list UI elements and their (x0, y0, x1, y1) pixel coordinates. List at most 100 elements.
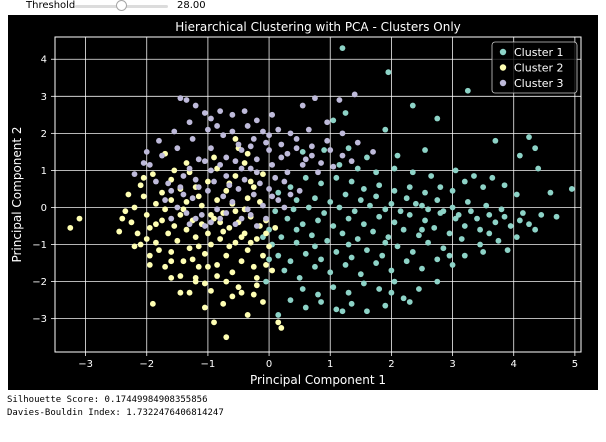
data-point (201, 223, 208, 229)
data-point (336, 97, 343, 103)
scatter-figure: −3 −2 −1 0 1 2 3 4 5 −3 −2 −1 0 1 2 3 4 Hierarchical Clus… (8, 15, 598, 390)
data-point (247, 178, 254, 185)
data-point (406, 299, 413, 305)
data-point (348, 158, 355, 165)
data-point (223, 187, 230, 194)
data-point (205, 178, 211, 185)
data-point (409, 102, 416, 109)
data-point (211, 154, 217, 161)
data-point (223, 154, 230, 161)
data-point (330, 223, 337, 229)
threshold-slider-handle[interactable] (116, 0, 127, 11)
data-point (208, 241, 214, 248)
data-point (146, 161, 153, 168)
data-point (140, 174, 147, 181)
data-point (269, 111, 276, 118)
data-point (238, 234, 245, 241)
data-point (373, 169, 380, 176)
data-point (440, 245, 447, 252)
data-point (208, 115, 214, 122)
data-point (247, 165, 254, 172)
data-point (312, 243, 318, 250)
data-point (504, 247, 511, 253)
legend-entry: Cluster 1 (514, 46, 564, 59)
data-point (299, 148, 306, 155)
data-point (461, 178, 468, 185)
data-point (391, 219, 398, 226)
data-point (449, 187, 456, 194)
data-point (217, 108, 224, 115)
data-point (553, 213, 560, 220)
data-point (406, 184, 413, 190)
data-point (400, 226, 407, 233)
data-point (171, 128, 178, 135)
data-point (385, 234, 392, 241)
data-point (293, 197, 300, 203)
data-point (388, 267, 395, 274)
data-point (232, 136, 239, 142)
data-point (269, 267, 276, 274)
data-point (464, 199, 471, 205)
data-point (174, 237, 181, 244)
data-point (180, 173, 187, 179)
data-point (348, 178, 355, 185)
data-point (253, 282, 260, 289)
data-point (532, 226, 539, 233)
data-point (376, 213, 383, 220)
data-point (186, 245, 193, 252)
data-point (431, 224, 438, 231)
data-point (281, 267, 288, 274)
data-point (351, 208, 358, 215)
data-point (321, 147, 328, 153)
data-point (299, 286, 306, 292)
data-point (308, 143, 315, 150)
data-point (220, 132, 227, 139)
data-point (223, 173, 230, 179)
data-point (532, 145, 539, 152)
data-point (183, 199, 190, 205)
data-point (256, 180, 263, 187)
x-tick-label: 3 (449, 359, 455, 370)
data-point (156, 137, 162, 144)
data-point (449, 262, 456, 268)
data-point (284, 150, 291, 157)
data-point (76, 215, 83, 222)
data-point (205, 187, 211, 194)
davies-bouldin-index: Davies-Bouldin Index: 1.7322476406814247 (7, 408, 224, 418)
data-point (360, 280, 367, 287)
data-point (324, 237, 331, 244)
data-point (263, 278, 269, 285)
data-point (198, 211, 205, 218)
data-point (284, 169, 291, 176)
data-point (440, 208, 447, 215)
data-point (299, 221, 306, 228)
x-axis-label: Principal Component 1 (250, 373, 386, 387)
legend-marker (499, 79, 507, 87)
data-point (480, 249, 487, 255)
silhouette-score: Silhouette Score: 0.17449984908355856 (7, 395, 208, 405)
data-point (260, 128, 266, 135)
data-point (474, 215, 480, 222)
data-point (137, 241, 144, 248)
data-point (330, 284, 337, 291)
data-point (483, 202, 490, 209)
data-point (455, 211, 462, 218)
data-point (318, 180, 324, 187)
data-point (342, 262, 349, 268)
data-point (452, 167, 459, 174)
data-point (208, 219, 214, 226)
data-point (192, 234, 199, 241)
data-point (211, 319, 217, 326)
data-point (360, 186, 367, 192)
data-point (247, 239, 254, 246)
data-point (238, 258, 245, 265)
data-point (162, 263, 168, 270)
data-point (128, 219, 135, 226)
data-point (287, 184, 294, 190)
data-point (263, 230, 269, 237)
data-point (217, 215, 224, 222)
data-point (327, 199, 334, 205)
data-point (205, 263, 211, 270)
data-point (324, 137, 331, 144)
data-point (195, 184, 202, 190)
